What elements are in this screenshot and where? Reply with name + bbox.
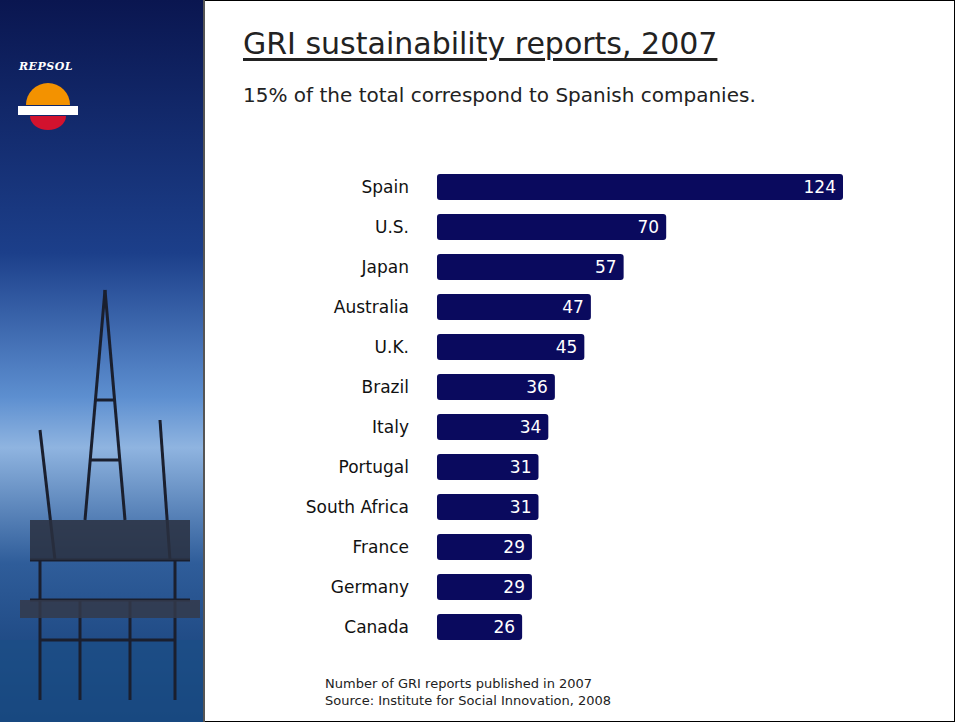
svg-text:Australia: Australia [334, 297, 409, 317]
svg-text:31: 31 [510, 497, 532, 517]
html-text:Source: Institute for Social I: Source: Institute for Social Innovation,… [325, 693, 612, 708]
svg-text:U.S.: U.S. [375, 217, 409, 237]
svg-text:29: 29 [503, 537, 525, 557]
svg-text:U.K.: U.K. [375, 337, 409, 357]
html-text:REPSOL: REPSOL [19, 60, 73, 73]
svg-text:South Africa: South Africa [306, 497, 409, 517]
html-text:15% of the total correspond to: 15% of the total correspond to Spanish c… [243, 83, 756, 107]
svg-text:Japan: Japan [361, 257, 409, 277]
svg-text:Brazil: Brazil [362, 377, 409, 397]
svg-text:Portugal: Portugal [339, 457, 409, 477]
svg-text:Canada: Canada [344, 617, 409, 637]
svg-text:Spain: Spain [362, 177, 410, 197]
html-text:Number of GRI reports publishe: Number of GRI reports published in 2007 [325, 676, 593, 691]
svg-text:34: 34 [520, 417, 542, 437]
svg-text:36: 36 [526, 377, 548, 397]
html-text:GRI sustainability reports, 20: GRI sustainability reports, 2007 [243, 26, 718, 61]
svg-text:57: 57 [595, 257, 617, 277]
svg-text:47: 47 [562, 297, 584, 317]
svg-text:Italy: Italy [372, 417, 409, 437]
svg-text:29: 29 [503, 577, 525, 597]
svg-text:124: 124 [804, 177, 836, 197]
svg-text:70: 70 [638, 217, 660, 237]
svg-text:Germany: Germany [331, 577, 409, 597]
svg-text:France: France [352, 537, 409, 557]
svg-text:45: 45 [556, 337, 578, 357]
svg-text:26: 26 [493, 617, 515, 637]
svg-text:31: 31 [510, 457, 532, 477]
